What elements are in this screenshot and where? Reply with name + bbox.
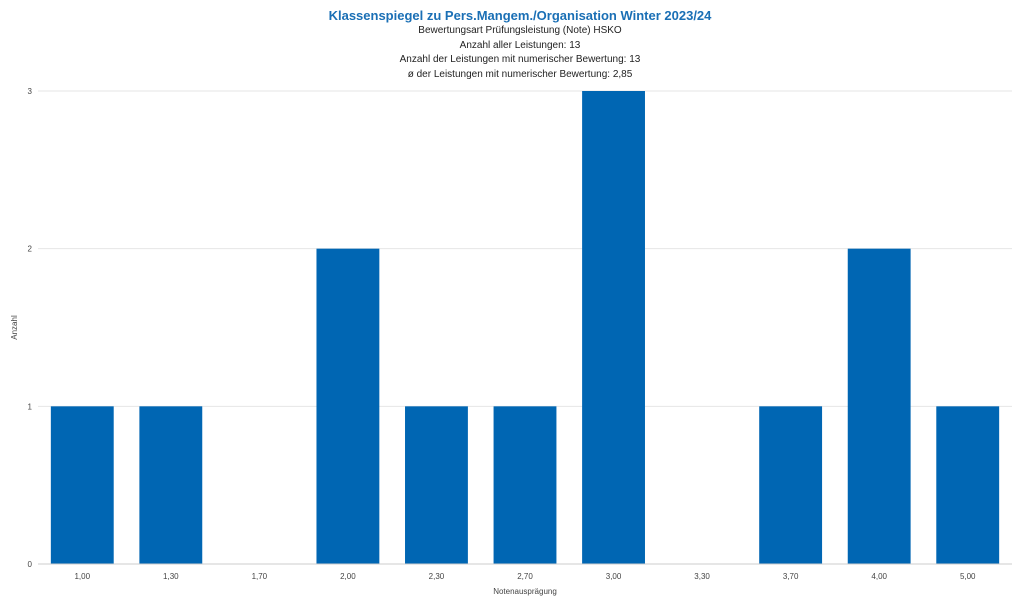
x-tick-label: 3,30 [694, 572, 710, 581]
chart-subtitle-line-4: ø der Leistungen mit numerischer Bewertu… [407, 68, 633, 80]
x-tick-label: 2,00 [340, 572, 356, 581]
x-axis-ticks: 1,00 1,30 1,70 2,00 2,30 2,70 3,00 3,30 3,70 4,00… [74, 572, 976, 581]
y-tick-label: 0 [28, 560, 33, 569]
x-tick-label: 2,30 [429, 572, 445, 581]
x-tick-label: 1,00 [74, 572, 90, 581]
bars [50, 91, 1000, 564]
x-tick-label: 1,70 [252, 572, 268, 581]
bar [936, 406, 1000, 564]
bar [405, 406, 468, 564]
bar [759, 406, 823, 564]
y-tick-label: 1 [28, 402, 33, 411]
x-tick-label: 2,70 [517, 572, 533, 581]
bar [582, 91, 645, 564]
chart-title: Klassenspiegel zu Pers.Mangem./Organisat… [328, 8, 712, 23]
x-tick-label: 3,00 [606, 572, 622, 581]
chart-subtitle-line-1: Bewertungsart Prüfungsleistung (Note) HS… [418, 25, 622, 36]
y-tick-label: 3 [28, 87, 33, 96]
y-axis-label: Anzahl [10, 315, 19, 340]
chart-header: Klassenspiegel zu Pers.Mangem./Organisat… [0, 8, 1013, 82]
x-tick-label: 3,70 [783, 572, 799, 581]
chart-subtitle-line-3: Anzahl der Leistungen mit numerischer Be… [399, 54, 641, 65]
bar [316, 248, 380, 564]
bar [139, 406, 203, 564]
x-tick-label: 4,00 [871, 572, 887, 581]
bar [847, 248, 911, 564]
x-axis-label: Notenausprägung [493, 587, 557, 596]
x-tick-label: 5,00 [960, 572, 976, 581]
bar [50, 406, 114, 564]
chart-subtitle-line-2: Anzahl aller Leistungen: 13 [459, 39, 581, 51]
y-tick-label: 2 [28, 245, 33, 254]
x-tick-label: 1,30 [163, 572, 179, 581]
bar [493, 406, 557, 564]
y-axis-ticks: 0 1 2 3 [28, 87, 33, 569]
